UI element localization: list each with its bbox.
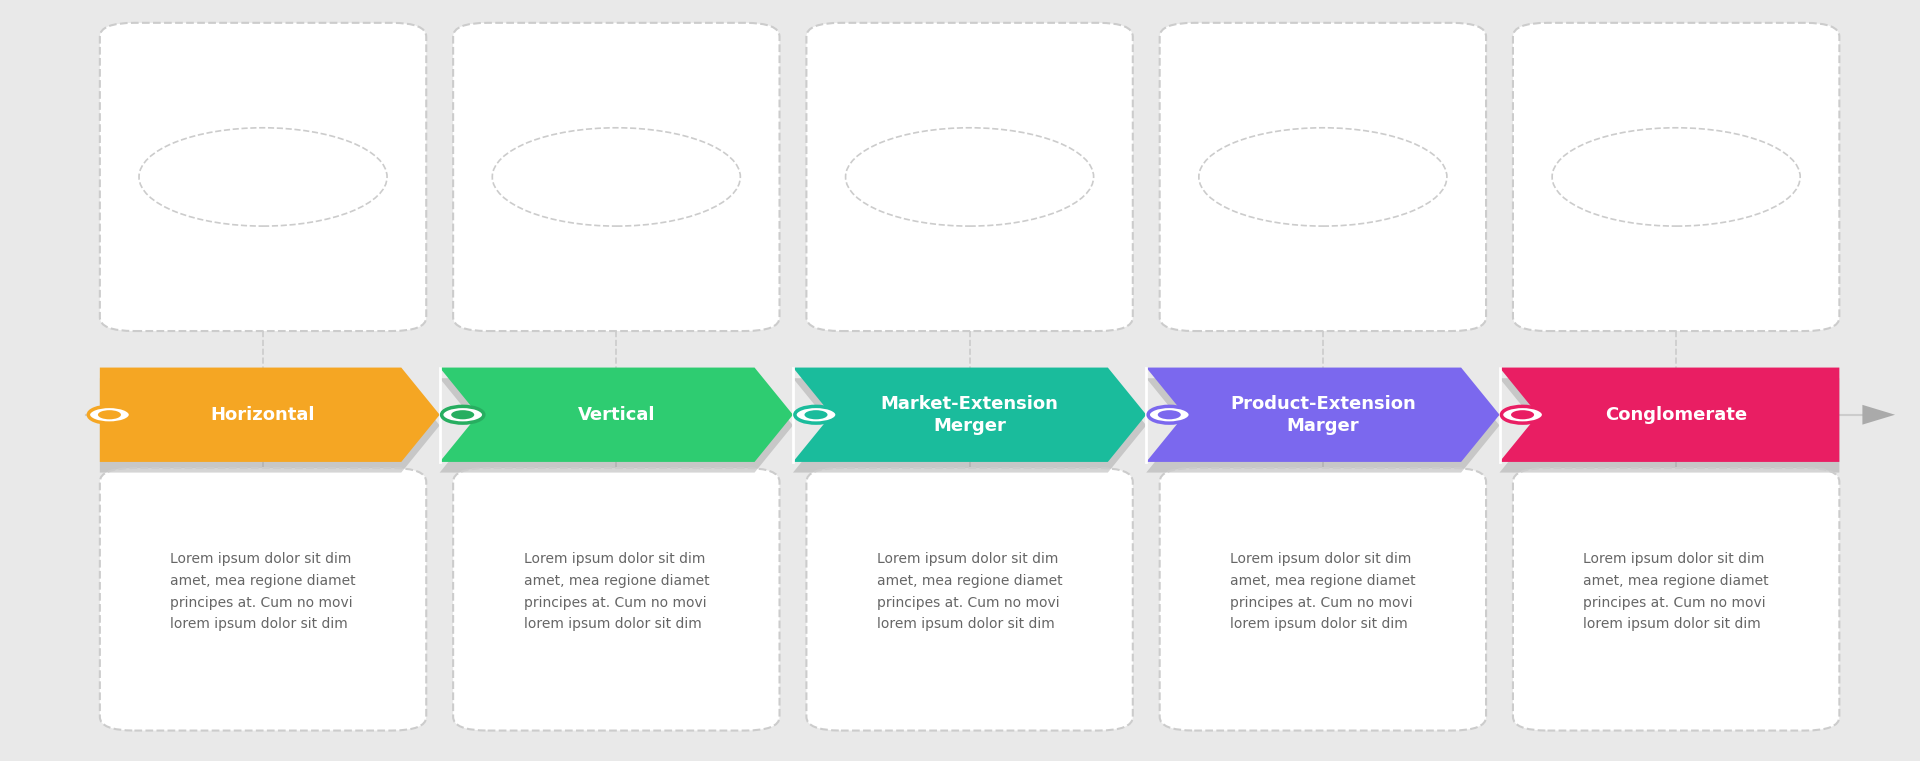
Text: Lorem ipsum dolor sit dim
amet, mea regione diamet
principes at. Cum no movi
lor: Lorem ipsum dolor sit dim amet, mea regi… — [1231, 552, 1415, 631]
Text: Market-Extension
Merger: Market-Extension Merger — [881, 395, 1058, 435]
Circle shape — [442, 406, 484, 423]
Polygon shape — [1146, 368, 1500, 462]
Polygon shape — [1146, 378, 1500, 473]
Circle shape — [1511, 410, 1534, 419]
FancyBboxPatch shape — [1160, 23, 1486, 331]
FancyBboxPatch shape — [100, 468, 426, 731]
Polygon shape — [793, 368, 1146, 462]
FancyBboxPatch shape — [1513, 468, 1839, 731]
FancyBboxPatch shape — [806, 468, 1133, 731]
Circle shape — [795, 406, 837, 423]
Circle shape — [88, 406, 131, 423]
Text: Lorem ipsum dolor sit dim
amet, mea regione diamet
principes at. Cum no movi
lor: Lorem ipsum dolor sit dim amet, mea regi… — [524, 552, 708, 631]
FancyBboxPatch shape — [453, 468, 780, 731]
Polygon shape — [440, 368, 793, 462]
Polygon shape — [100, 368, 440, 462]
Polygon shape — [1862, 405, 1895, 425]
Circle shape — [98, 410, 121, 419]
FancyBboxPatch shape — [1513, 23, 1839, 331]
Text: Conglomerate: Conglomerate — [1605, 406, 1747, 424]
Polygon shape — [793, 378, 1146, 473]
Circle shape — [1501, 406, 1544, 423]
Text: Lorem ipsum dolor sit dim
amet, mea regione diamet
principes at. Cum no movi
lor: Lorem ipsum dolor sit dim amet, mea regi… — [877, 552, 1062, 631]
Polygon shape — [100, 378, 440, 473]
Text: Horizontal: Horizontal — [211, 406, 315, 424]
Circle shape — [451, 410, 474, 419]
FancyBboxPatch shape — [806, 23, 1133, 331]
Circle shape — [1158, 410, 1181, 419]
Polygon shape — [440, 378, 793, 473]
Circle shape — [1148, 406, 1190, 423]
Text: Lorem ipsum dolor sit dim
amet, mea regione diamet
principes at. Cum no movi
lor: Lorem ipsum dolor sit dim amet, mea regi… — [1584, 552, 1768, 631]
Polygon shape — [1500, 368, 1839, 462]
FancyBboxPatch shape — [100, 23, 426, 331]
Polygon shape — [1500, 378, 1839, 473]
Text: Lorem ipsum dolor sit dim
amet, mea regione diamet
principes at. Cum no movi
lor: Lorem ipsum dolor sit dim amet, mea regi… — [171, 552, 355, 631]
Circle shape — [804, 410, 828, 419]
Text: Product-Extension
Marger: Product-Extension Marger — [1231, 395, 1415, 435]
Text: Vertical: Vertical — [578, 406, 655, 424]
FancyBboxPatch shape — [1160, 468, 1486, 731]
FancyBboxPatch shape — [453, 23, 780, 331]
